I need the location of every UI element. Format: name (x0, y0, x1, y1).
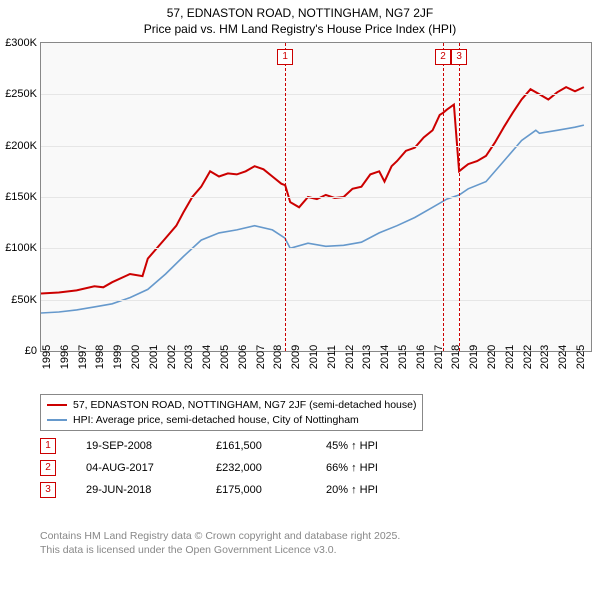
plot-area: £0£50K£100K£150K£200K£250K£300K199519961… (40, 42, 592, 352)
transaction-price: £161,500 (216, 440, 326, 452)
x-axis-label: 2024 (557, 345, 569, 369)
x-axis-label: 2006 (237, 345, 249, 369)
x-axis-label: 2011 (326, 345, 338, 369)
x-axis-label: 2010 (308, 345, 320, 369)
marker-line (443, 43, 444, 351)
x-axis-label: 2019 (468, 345, 480, 369)
footnote-line-1: Contains HM Land Registry data © Crown c… (40, 530, 400, 544)
x-axis-label: 2013 (361, 345, 373, 369)
marker-badge: 1 (277, 49, 293, 65)
x-axis-label: 1996 (59, 345, 71, 369)
x-axis-label: 2022 (522, 345, 534, 369)
x-axis-label: 2002 (166, 345, 178, 369)
x-axis-label: 2008 (272, 345, 284, 369)
y-axis-label: £150K (5, 191, 37, 203)
transaction-number: 3 (40, 482, 56, 498)
chart-container: 57, EDNASTON ROAD, NOTTINGHAM, NG7 2JF P… (0, 0, 600, 590)
x-axis-label: 2003 (183, 345, 195, 369)
x-axis-label: 2023 (539, 345, 551, 369)
x-axis-label: 2004 (201, 345, 213, 369)
x-axis-label: 2001 (148, 345, 160, 369)
transaction-delta: 20% ↑ HPI (326, 484, 378, 496)
series-price_paid (41, 87, 584, 293)
marker-badge: 2 (435, 49, 451, 65)
marker-badge: 3 (451, 49, 467, 65)
y-axis-label: £300K (5, 37, 37, 49)
y-axis-label: £100K (5, 242, 37, 254)
x-axis-label: 2015 (397, 345, 409, 369)
y-axis-label: £200K (5, 140, 37, 152)
series-hpi (41, 125, 584, 313)
footnote-line-2: This data is licensed under the Open Gov… (40, 544, 400, 558)
transaction-delta: 45% ↑ HPI (326, 440, 378, 452)
transactions-table: 1 19-SEP-2008£161,50045% ↑ HPI 2 04-AUG-201… (40, 438, 378, 504)
grid-line (41, 146, 591, 147)
x-axis-label: 2021 (504, 345, 516, 369)
legend-swatch (47, 419, 67, 421)
x-axis-label: 1995 (41, 345, 53, 369)
x-axis-label: 2014 (379, 345, 391, 369)
x-axis-label: 1998 (94, 345, 106, 369)
y-axis-label: £250K (5, 88, 37, 100)
x-axis-label: 2012 (344, 345, 356, 369)
legend-swatch (47, 404, 67, 406)
grid-line (41, 94, 591, 95)
legend-label: HPI: Average price, semi-detached house,… (73, 413, 359, 428)
x-axis-label: 2000 (130, 345, 142, 369)
transaction-number: 2 (40, 460, 56, 476)
x-axis-label: 2025 (575, 345, 587, 369)
legend-row: HPI: Average price, semi-detached house,… (47, 413, 416, 428)
grid-line (41, 197, 591, 198)
title-line-2: Price paid vs. HM Land Registry's House … (0, 22, 600, 38)
transaction-number: 1 (40, 438, 56, 454)
transaction-delta: 66% ↑ HPI (326, 462, 378, 474)
transaction-date: 04-AUG-2017 (86, 462, 216, 474)
x-axis-label: 2018 (450, 345, 462, 369)
x-axis-label: 2009 (290, 345, 302, 369)
x-axis-label: 2016 (415, 345, 427, 369)
y-axis-label: £50K (11, 294, 37, 306)
transaction-row: 3 29-JUN-2018£175,00020% ↑ HPI (40, 482, 378, 498)
x-axis-label: 1997 (77, 345, 89, 369)
transaction-row: 1 19-SEP-2008£161,50045% ↑ HPI (40, 438, 378, 454)
grid-line (41, 300, 591, 301)
marker-line (285, 43, 286, 351)
x-axis-label: 2020 (486, 345, 498, 369)
chart-title: 57, EDNASTON ROAD, NOTTINGHAM, NG7 2JF P… (0, 0, 600, 37)
marker-line (459, 43, 460, 351)
x-axis-label: 2007 (255, 345, 267, 369)
transaction-date: 19-SEP-2008 (86, 440, 216, 452)
legend-row: 57, EDNASTON ROAD, NOTTINGHAM, NG7 2JF (… (47, 398, 416, 413)
x-axis-label: 2005 (219, 345, 231, 369)
y-axis-label: £0 (25, 345, 37, 357)
transaction-price: £232,000 (216, 462, 326, 474)
transaction-row: 2 04-AUG-2017£232,00066% ↑ HPI (40, 460, 378, 476)
grid-line (41, 248, 591, 249)
legend: 57, EDNASTON ROAD, NOTTINGHAM, NG7 2JF (… (40, 394, 423, 431)
x-axis-label: 1999 (112, 345, 124, 369)
legend-label: 57, EDNASTON ROAD, NOTTINGHAM, NG7 2JF (… (73, 398, 416, 413)
title-line-1: 57, EDNASTON ROAD, NOTTINGHAM, NG7 2JF (0, 6, 600, 22)
transaction-price: £175,000 (216, 484, 326, 496)
transaction-date: 29-JUN-2018 (86, 484, 216, 496)
footnote: Contains HM Land Registry data © Crown c… (40, 530, 400, 557)
